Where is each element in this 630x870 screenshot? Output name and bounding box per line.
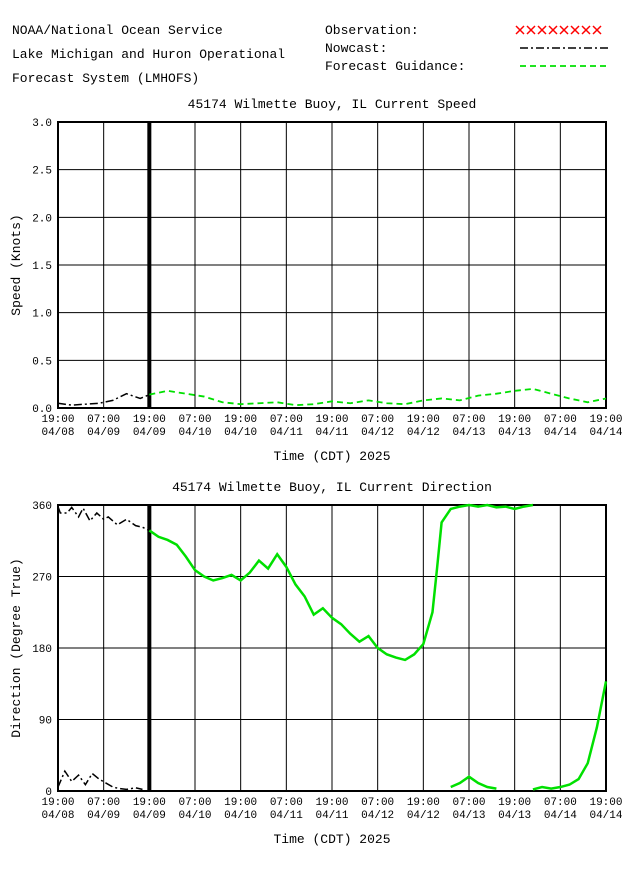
x-tick-label: 04/09 bbox=[87, 810, 120, 822]
x-tick-label: 19:00 bbox=[41, 414, 74, 426]
x-tick-label: 19:00 bbox=[589, 797, 622, 809]
x-tick-label: 04/12 bbox=[361, 810, 394, 822]
x-tick-label: 07:00 bbox=[270, 797, 303, 809]
x-tick-label: 19:00 bbox=[407, 414, 440, 426]
x-tick-label: 04/08 bbox=[41, 427, 74, 439]
chart2-ylabel: Direction (Degree True) bbox=[9, 558, 24, 737]
chart2-nowcast-lower bbox=[58, 771, 142, 789]
x-tick-label: 07:00 bbox=[178, 414, 211, 426]
x-tick-label: 07:00 bbox=[361, 797, 394, 809]
legend-nowcast-label: Nowcast: bbox=[325, 41, 387, 56]
chart1-xlabel: Time (CDT) 2025 bbox=[273, 449, 390, 464]
chart2-forecast-tail bbox=[533, 681, 606, 789]
chart1-title: 45174 Wilmette Buoy, IL Current Speed bbox=[188, 97, 477, 112]
x-tick-label: 04/11 bbox=[315, 427, 348, 439]
x-tick-label: 04/14 bbox=[544, 427, 577, 439]
x-tick-label: 07:00 bbox=[544, 797, 577, 809]
y-tick-label: 0.5 bbox=[32, 356, 52, 368]
x-tick-label: 19:00 bbox=[41, 797, 74, 809]
legend-forecast-label: Forecast Guidance: bbox=[325, 59, 465, 74]
x-tick-label: 07:00 bbox=[452, 414, 485, 426]
x-tick-label: 19:00 bbox=[315, 797, 348, 809]
x-tick-label: 04/11 bbox=[270, 427, 303, 439]
x-tick-label: 19:00 bbox=[498, 414, 531, 426]
x-tick-label: 04/12 bbox=[407, 810, 440, 822]
chart2-title: 45174 Wilmette Buoy, IL Current Directio… bbox=[172, 480, 492, 495]
legend-obs-label: Observation: bbox=[325, 23, 419, 38]
x-tick-label: 07:00 bbox=[544, 414, 577, 426]
x-tick-label: 04/12 bbox=[407, 427, 440, 439]
x-tick-label: 19:00 bbox=[133, 797, 166, 809]
y-tick-label: 2.0 bbox=[32, 213, 52, 225]
x-tick-label: 04/10 bbox=[178, 810, 211, 822]
x-tick-label: 07:00 bbox=[87, 414, 120, 426]
x-tick-label: 19:00 bbox=[315, 414, 348, 426]
chart1-ylabel: Speed (Knots) bbox=[9, 214, 24, 315]
x-tick-label: 19:00 bbox=[498, 797, 531, 809]
chart2-forecast bbox=[149, 505, 533, 660]
x-tick-label: 07:00 bbox=[452, 797, 485, 809]
header-line3: Forecast System (LMHOFS) bbox=[12, 71, 199, 86]
y-tick-label: 1.0 bbox=[32, 309, 52, 321]
header-line2: Lake Michigan and Huron Operational bbox=[12, 47, 285, 62]
x-tick-label: 04/13 bbox=[498, 427, 531, 439]
x-tick-label: 19:00 bbox=[589, 414, 622, 426]
y-tick-label: 3.0 bbox=[32, 118, 52, 130]
legend-obs-swatch bbox=[516, 26, 601, 34]
x-tick-label: 07:00 bbox=[361, 414, 394, 426]
y-tick-label: 90 bbox=[39, 716, 52, 728]
x-tick-label: 04/08 bbox=[41, 810, 74, 822]
x-tick-label: 04/09 bbox=[133, 810, 166, 822]
x-tick-label: 04/14 bbox=[544, 810, 577, 822]
x-tick-label: 04/14 bbox=[589, 810, 622, 822]
x-tick-label: 19:00 bbox=[133, 414, 166, 426]
x-tick-label: 04/10 bbox=[224, 810, 257, 822]
x-tick-label: 04/09 bbox=[87, 427, 120, 439]
x-tick-label: 19:00 bbox=[224, 797, 257, 809]
x-tick-label: 19:00 bbox=[224, 414, 257, 426]
y-tick-label: 270 bbox=[32, 573, 52, 585]
header-line1: NOAA/National Ocean Service bbox=[12, 23, 223, 38]
chart2-xlabel: Time (CDT) 2025 bbox=[273, 832, 390, 847]
y-tick-label: 1.5 bbox=[32, 261, 52, 273]
x-tick-label: 04/09 bbox=[133, 427, 166, 439]
x-tick-label: 07:00 bbox=[270, 414, 303, 426]
x-tick-label: 04/13 bbox=[452, 810, 485, 822]
x-tick-label: 07:00 bbox=[178, 797, 211, 809]
y-tick-label: 2.5 bbox=[32, 166, 52, 178]
x-tick-label: 04/13 bbox=[452, 427, 485, 439]
chart-canvas: NOAA/National Ocean Service Lake Michigan… bbox=[0, 0, 630, 870]
x-tick-label: 19:00 bbox=[407, 797, 440, 809]
x-tick-label: 04/10 bbox=[224, 427, 257, 439]
chart2-forecast-lower bbox=[451, 777, 497, 789]
x-tick-label: 04/14 bbox=[589, 427, 622, 439]
x-tick-label: 04/12 bbox=[361, 427, 394, 439]
x-tick-label: 07:00 bbox=[87, 797, 120, 809]
x-tick-label: 04/10 bbox=[178, 427, 211, 439]
x-tick-label: 04/13 bbox=[498, 810, 531, 822]
y-tick-label: 360 bbox=[32, 501, 52, 513]
y-tick-label: 180 bbox=[32, 644, 52, 656]
x-tick-label: 04/11 bbox=[270, 810, 303, 822]
x-tick-label: 04/11 bbox=[315, 810, 348, 822]
